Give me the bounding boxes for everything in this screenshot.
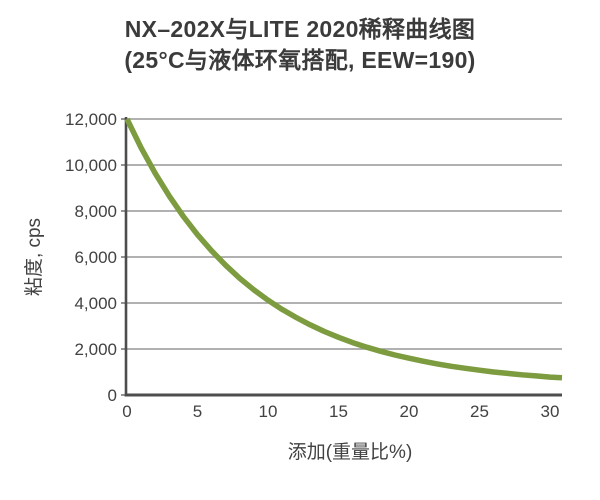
x-tick-label: 25 bbox=[470, 402, 489, 421]
y-tick-label: 0 bbox=[108, 386, 117, 405]
chart-title: NX–202X与LITE 2020稀释曲线图 (25°C与液体环氧搭配, EEW… bbox=[0, 14, 600, 76]
x-tick-label: 10 bbox=[259, 402, 278, 421]
y-tick-label: 4,000 bbox=[74, 294, 117, 313]
x-axis-title: 添加(重量比%) bbox=[288, 441, 413, 463]
y-tick-label: 8,000 bbox=[74, 202, 117, 221]
y-tick-label: 12,000 bbox=[65, 110, 117, 129]
x-tick-label: 15 bbox=[329, 402, 348, 421]
dilution-curve bbox=[124, 117, 563, 381]
x-tick-label: 0 bbox=[122, 402, 131, 421]
y-tick-label: 2,000 bbox=[74, 340, 117, 359]
x-tick-label: 20 bbox=[400, 402, 419, 421]
x-tick-label: 30 bbox=[541, 402, 560, 421]
y-tick-label: 6,000 bbox=[74, 248, 117, 267]
x-tick-label: 5 bbox=[193, 402, 202, 421]
y-tick-label: 10,000 bbox=[65, 156, 117, 175]
y-axis-title: 粘度, cps bbox=[23, 218, 45, 296]
chart-title-line1: NX–202X与LITE 2020稀释曲线图 bbox=[124, 16, 476, 42]
chart-title-line2: (25°C与液体环氧搭配, EEW=190) bbox=[124, 47, 476, 73]
